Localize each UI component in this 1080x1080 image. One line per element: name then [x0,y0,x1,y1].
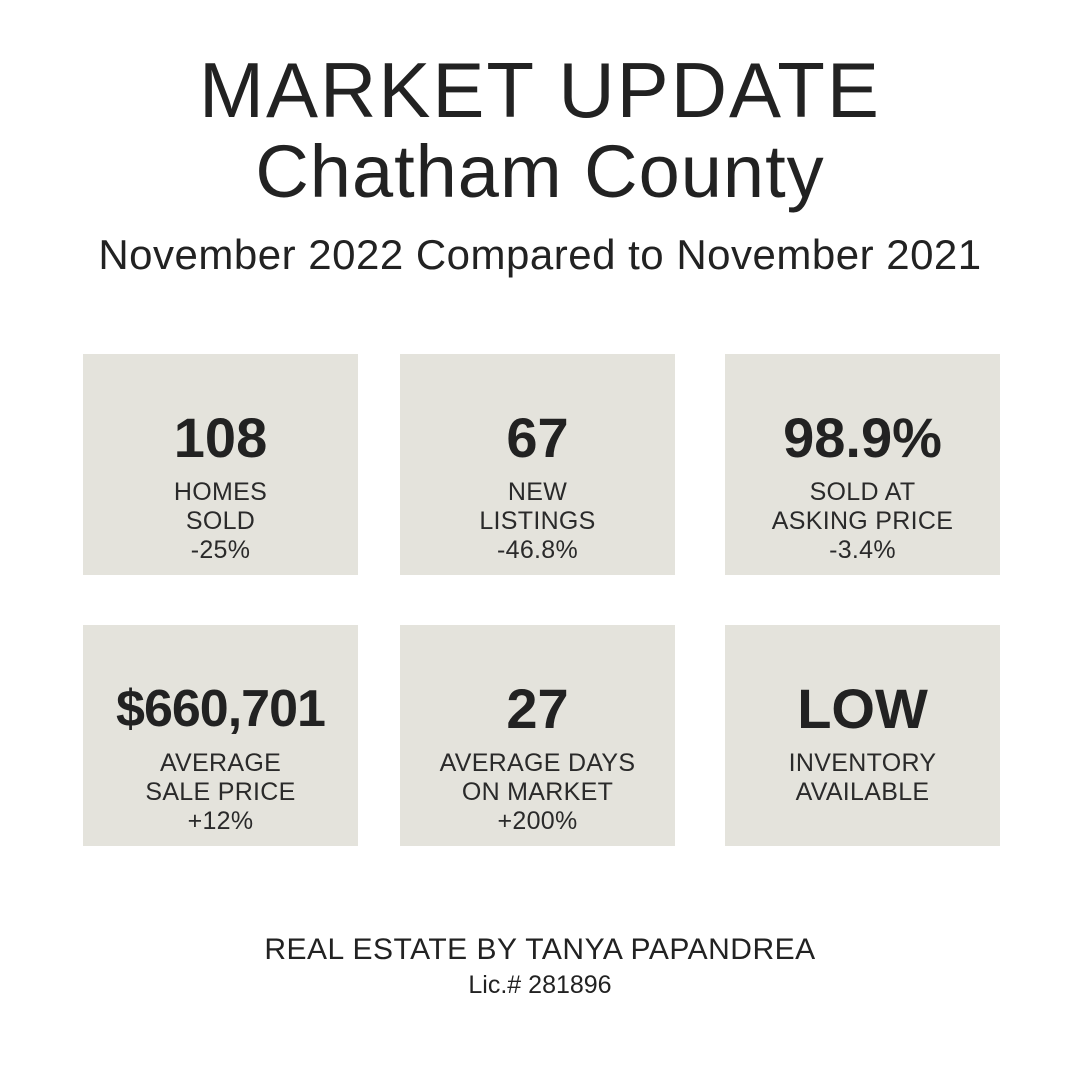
location-title: Chatham County [255,130,825,213]
stat-change: -25% [190,536,251,564]
stat-label-line: ON MARKET [461,778,614,806]
stat-card-average-sale-price: $660,701 AVERAGE SALE PRICE +12% [83,625,358,846]
stat-label-line: AVAILABLE [795,778,930,806]
stat-card-homes-sold: 108 HOMES SOLD -25% [83,354,358,575]
stat-label-line: INVENTORY [788,749,937,777]
stat-value: 67 [506,406,569,469]
stat-label-line: HOMES [173,478,268,506]
stat-label: HOMES SOLD -25% [83,478,358,565]
stat-label: AVERAGE DAYS ON MARKET +200% [400,749,675,836]
stat-change: +12% [187,807,254,835]
stat-card-sold-at-asking: 98.9% SOLD AT ASKING PRICE -3.4% [725,354,1000,575]
stat-card-new-listings: 67 NEW LISTINGS -46.8% [400,354,675,575]
stat-value: $660,701 [116,680,326,738]
stat-label-line: SALE PRICE [145,778,296,806]
stat-change: -46.8% [496,536,578,564]
agent-name: REAL ESTATE BY TANYA PAPANDREA [264,933,816,966]
stat-label: SOLD AT ASKING PRICE -3.4% [725,478,1000,565]
stat-label-line: AVERAGE [159,749,282,777]
stat-value: 108 [173,406,268,469]
stat-value: 98.9% [783,406,942,469]
stat-label-line: LISTINGS [479,507,596,535]
stat-label-line: SOLD [185,507,256,535]
page-title: MARKET UPDATE [199,46,881,134]
stat-label-line: ASKING PRICE [771,507,954,535]
stat-change: +200% [497,807,578,835]
stat-label-line: NEW [507,478,568,506]
stat-label: INVENTORY AVAILABLE [725,749,1000,807]
stat-card-days-on-market: 27 AVERAGE DAYS ON MARKET +200% [400,625,675,846]
stat-value: 27 [506,677,569,740]
stat-change: -3.4% [829,536,896,564]
stat-label-line: SOLD AT [809,478,916,506]
comparison-subtitle: November 2022 Compared to November 2021 [98,231,982,278]
stat-label: AVERAGE SALE PRICE +12% [83,749,358,836]
stat-label-line: AVERAGE DAYS [439,749,636,777]
license-number: Lic.# 281896 [468,971,612,999]
stat-label: NEW LISTINGS -46.8% [400,478,675,565]
stat-value: LOW [797,677,928,740]
stat-card-inventory: LOW INVENTORY AVAILABLE [725,625,1000,846]
